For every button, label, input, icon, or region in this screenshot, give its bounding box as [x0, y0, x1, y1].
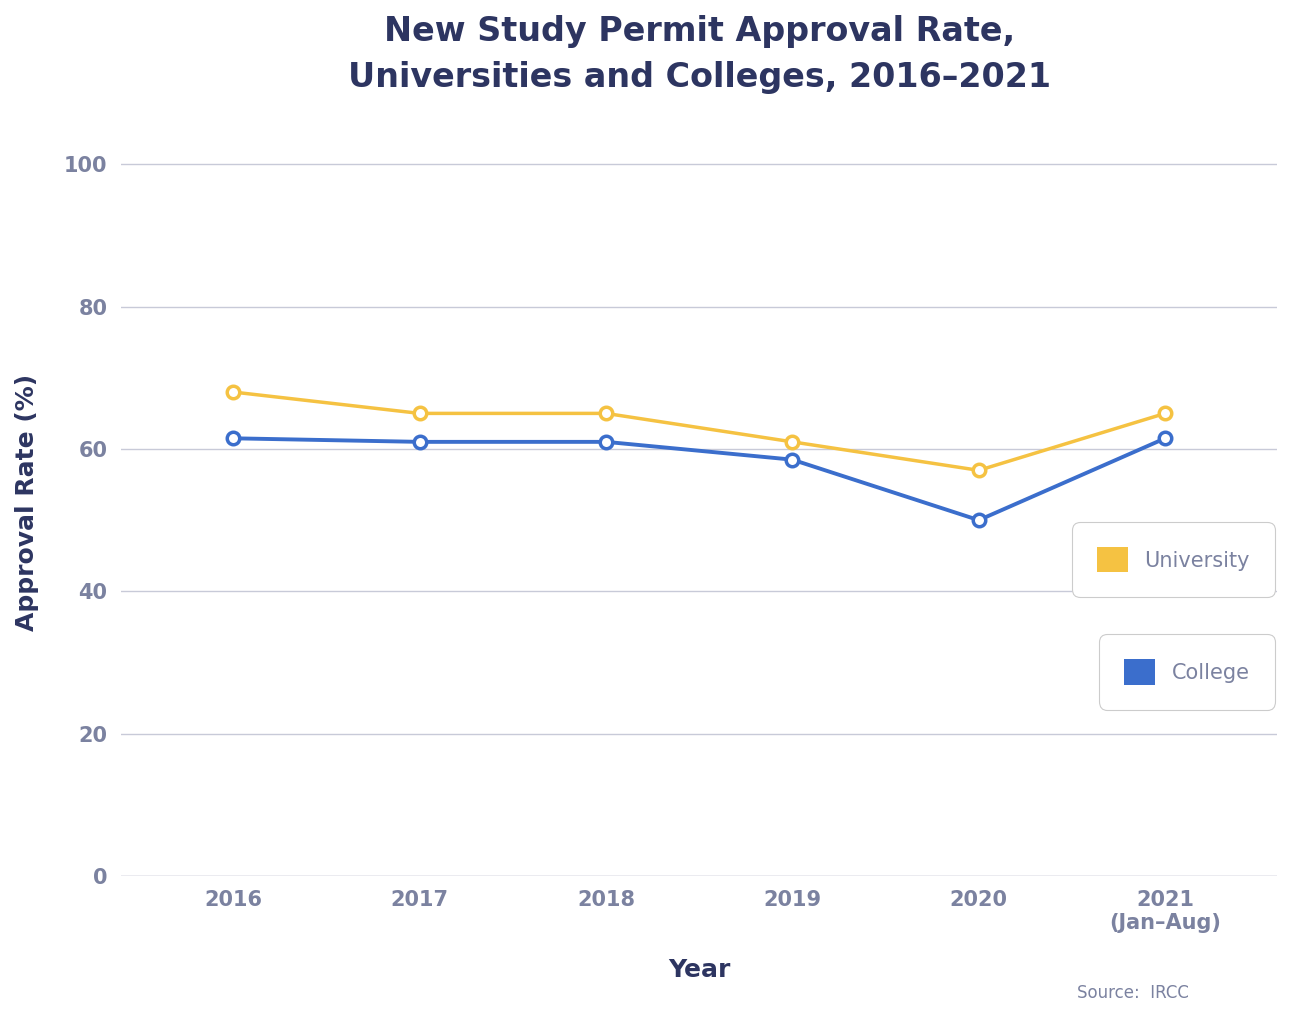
X-axis label: Year: Year — [668, 958, 730, 982]
Y-axis label: Approval Rate (%): Approval Rate (%) — [16, 374, 39, 631]
Title: New Study Permit Approval Rate,
Universities and Colleges, 2016–2021: New Study Permit Approval Rate, Universi… — [348, 15, 1050, 94]
Text: Source:  IRCC: Source: IRCC — [1076, 984, 1189, 1002]
Legend: College: College — [1107, 642, 1266, 701]
